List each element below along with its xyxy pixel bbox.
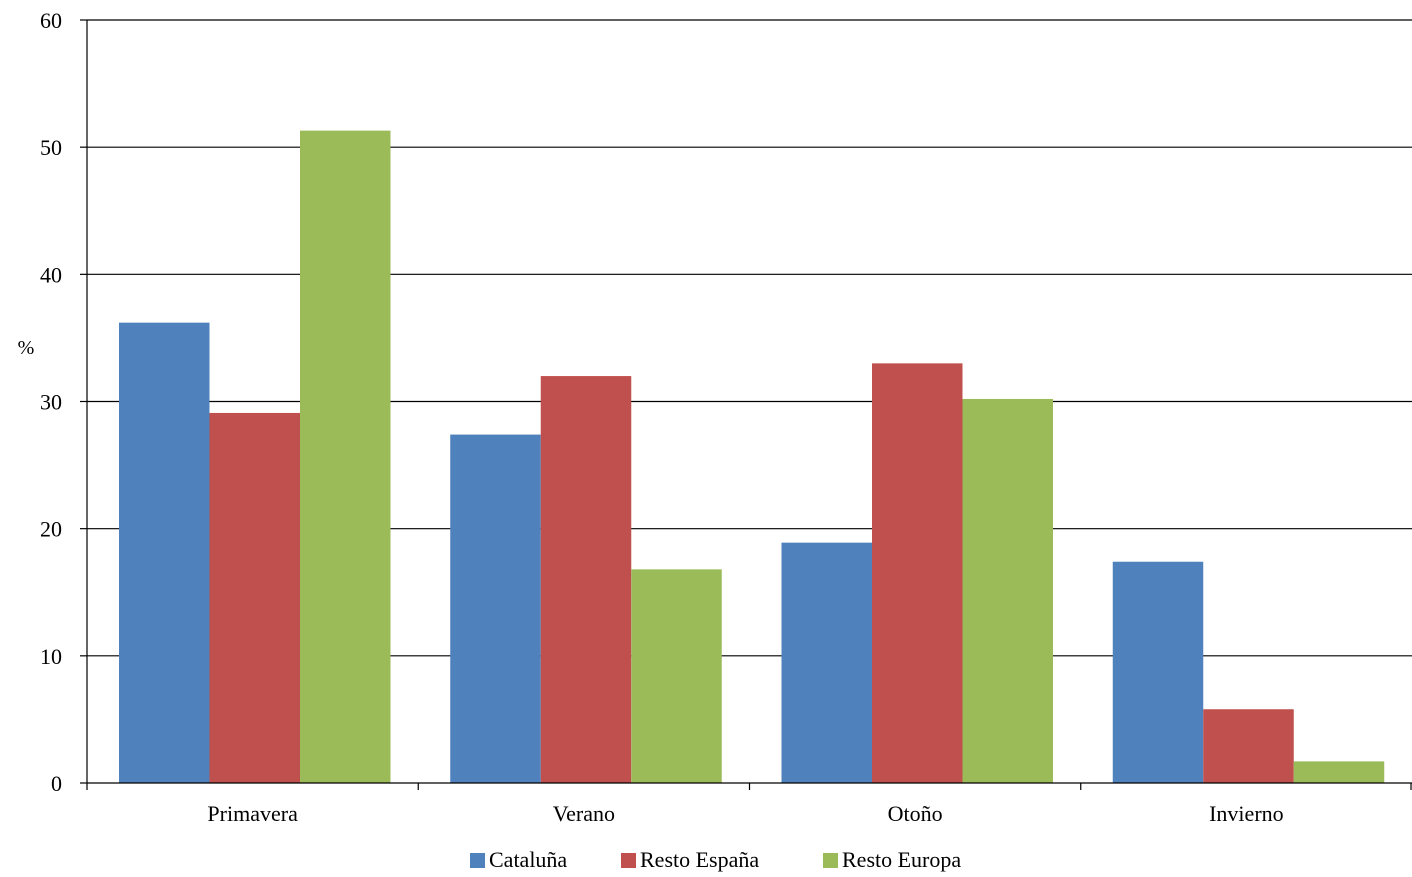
bar-resto-europa-verano [631, 569, 722, 783]
bar-resto-españa-primavera [209, 412, 300, 783]
bar-cataluña-primavera [119, 322, 210, 783]
bars [119, 130, 1385, 783]
axes [80, 19, 1412, 790]
category-label: Otoño [888, 801, 943, 826]
bar-resto-europa-primavera [300, 130, 391, 783]
bar-resto-españa-invierno [1203, 709, 1294, 783]
y-tick-label: 60 [40, 8, 62, 33]
y-tick-label: 10 [40, 644, 62, 669]
legend-label-cataluña: Cataluña [489, 847, 567, 872]
y-tick-label: 20 [40, 517, 62, 542]
category-label: Primavera [207, 801, 298, 826]
category-label: Verano [553, 801, 615, 826]
bar-resto-europa-invierno [1293, 761, 1385, 783]
legend-swatch-resto-españa [621, 853, 636, 868]
legend-swatch-cataluña [470, 853, 485, 868]
legend-label-resto-europa: Resto Europa [842, 847, 961, 872]
y-tick-label: 0 [51, 771, 62, 796]
bar-resto-españa-otoño [872, 363, 963, 783]
bar-cataluña-invierno [1112, 561, 1204, 783]
bar-cataluña-otoño [781, 542, 872, 783]
legend: Cataluña Resto España Resto Europa [470, 847, 961, 872]
bar-resto-europa-otoño [962, 398, 1053, 783]
category-label: Invierno [1209, 801, 1284, 826]
legend-swatch-resto-europa [823, 853, 838, 868]
bar-cataluña-verano [450, 434, 541, 783]
bar-resto-españa-verano [540, 376, 632, 783]
y-tick-label: 50 [40, 135, 62, 160]
legend-label-resto-españa: Resto España [640, 847, 759, 872]
y-tick-labels: 0 10 20 30 40 50 60 [40, 8, 62, 796]
y-axis-label: % [18, 337, 35, 359]
category-labels: Primavera Verano Otoño Invierno [207, 801, 1283, 826]
y-tick-label: 40 [40, 262, 62, 287]
y-tick-label: 30 [40, 390, 62, 415]
